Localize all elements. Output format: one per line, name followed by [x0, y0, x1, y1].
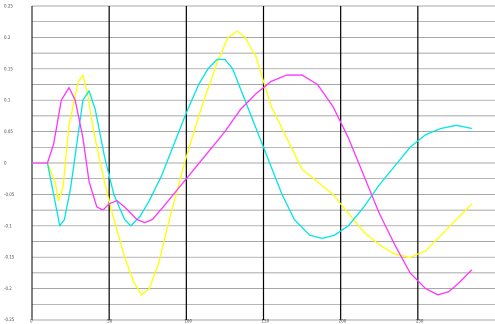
y-tick-labels: -0.25 -0.2 -0.15 -0.1 -0.05 0 0.05 0.1 0.15 0.2 0.…	[4, 4, 15, 323]
series-layer	[32, 30, 473, 296]
x-tick-label: 200	[339, 319, 347, 324]
y-tick-label: 0.1	[4, 98, 11, 103]
y-tick-label: 0.15	[4, 66, 13, 71]
x-tick-label: 250	[416, 319, 424, 324]
y-tick-label: -0.1	[4, 223, 12, 228]
y-tick-label: -0.05	[4, 192, 15, 197]
x-tick-label: 100	[184, 319, 192, 324]
x-tick-label: 50	[107, 319, 113, 324]
y-tick-label: 0.25	[4, 4, 13, 9]
series-line-2	[32, 58, 472, 240]
y-tick-label: 0.2	[4, 35, 11, 40]
y-tick-label: -0.2	[4, 286, 12, 291]
y-tick-label: -0.25	[4, 317, 15, 322]
y-tick-label: -0.15	[4, 255, 15, 260]
x-tick-labels: 0 50 100 150 200 250	[30, 319, 424, 324]
series-line-1	[32, 30, 473, 296]
series-line-3	[32, 74, 473, 296]
x-tick-label: 150	[262, 319, 270, 324]
y-tick-label: 0	[4, 161, 7, 166]
x-tick-label: 0	[30, 319, 33, 324]
y-tick-label: 0.05	[4, 129, 13, 134]
